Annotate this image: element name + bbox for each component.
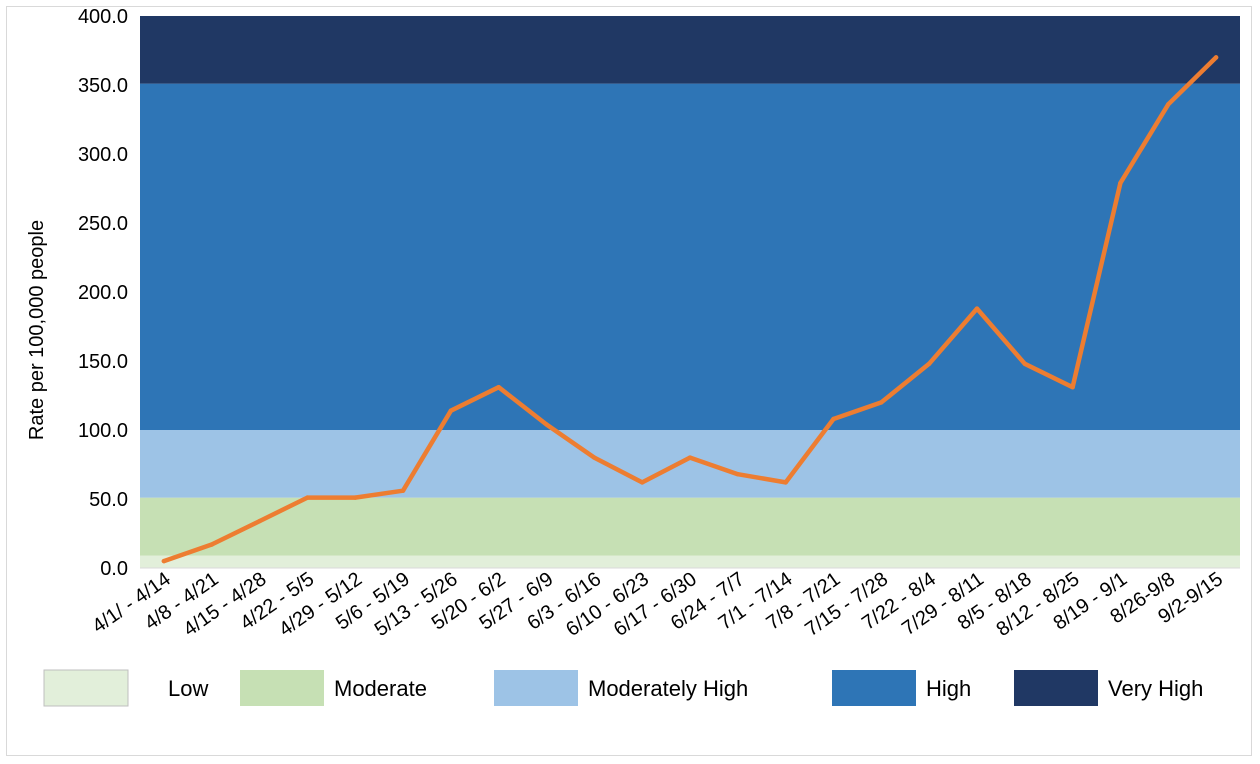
legend-label-low: Low — [168, 676, 208, 701]
data-point — [496, 385, 501, 390]
y-tick-label: 50.0 — [89, 489, 128, 511]
band-low — [140, 555, 1240, 568]
y-tick-label: 0.0 — [100, 558, 128, 580]
y-axis-title: Rate per 100,000 people — [26, 220, 48, 440]
data-point — [879, 400, 884, 405]
data-point — [735, 471, 741, 477]
data-point — [783, 480, 788, 485]
data-point — [1213, 55, 1219, 60]
data-point — [687, 455, 693, 460]
legend-swatch-high — [832, 670, 916, 706]
y-axis: 0.0 50.0 100.0 150.0 200.0 250.0 300.0 350.0 400… — [78, 6, 128, 580]
data-point — [639, 480, 645, 485]
data-point — [926, 361, 932, 366]
band-moderate — [140, 497, 1240, 556]
y-tick-label: 350.0 — [78, 75, 128, 97]
data-point — [1022, 361, 1027, 366]
legend-label-high: High — [926, 676, 971, 701]
series-layer — [161, 55, 1219, 564]
legend: Low Moderate Moderately High High Very High — [43, 669, 1203, 707]
band-very-high — [140, 16, 1240, 84]
data-point — [257, 518, 262, 524]
data-point — [544, 422, 549, 427]
data-point — [1166, 102, 1171, 107]
y-tick-label: 300.0 — [78, 144, 128, 166]
data-point — [448, 408, 454, 413]
legend-swatch-moderate — [240, 670, 324, 706]
legend-swatch-moderately-high — [494, 670, 578, 706]
legend-label-moderate: Moderate — [334, 676, 427, 701]
data-point — [974, 306, 980, 311]
data-point — [209, 542, 214, 547]
x-axis: 4/1/ - 4/144/8 - 4/214/15 - 4/284/22 - 5… — [88, 568, 1227, 641]
data-point — [400, 488, 406, 493]
data-point — [1070, 385, 1075, 390]
data-point — [161, 558, 167, 564]
y-tick-label: 100.0 — [78, 420, 128, 442]
legend-label-very-high: Very High — [1108, 676, 1203, 701]
data-point — [592, 455, 597, 460]
y-tick-label: 200.0 — [78, 282, 128, 304]
legend-swatch-low — [43, 669, 129, 707]
legend-label-moderately-high: Moderately High — [588, 676, 748, 701]
band-moderately-high — [140, 430, 1240, 498]
y-tick-label: 400.0 — [78, 6, 128, 28]
data-point — [305, 495, 310, 500]
data-point — [831, 416, 836, 422]
legend-swatch-very-high — [1014, 670, 1098, 706]
risk-bands — [140, 16, 1240, 569]
data-point — [353, 495, 358, 500]
y-tick-label: 250.0 — [78, 213, 128, 235]
band-high — [140, 83, 1240, 431]
y-tick-label: 150.0 — [78, 351, 128, 373]
data-point — [1118, 180, 1123, 186]
